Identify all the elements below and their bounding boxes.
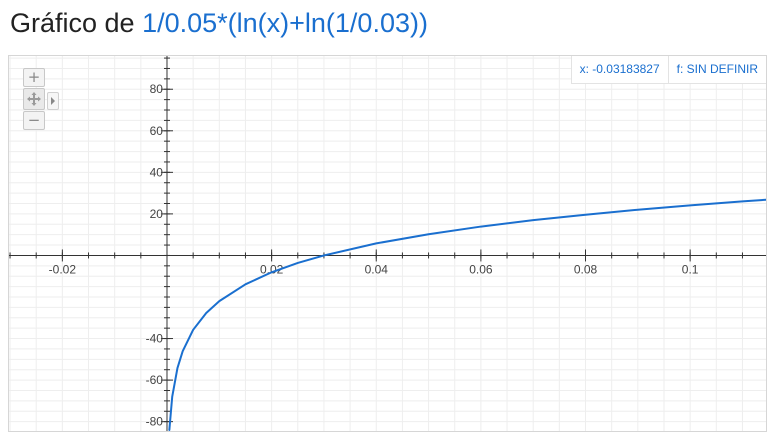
y-tick-label: 20 xyxy=(150,207,164,221)
title-function: 1/0.05*(ln(x)+ln(1/0.03)) xyxy=(142,8,428,38)
page-title: Gráfico de 1/0.05*(ln(x)+ln(1/0.03)) xyxy=(10,8,428,39)
y-tick-label: -60 xyxy=(146,373,164,387)
function-curve xyxy=(168,198,766,431)
x-tick-label: -0.02 xyxy=(49,262,77,276)
zoom-in-button[interactable]: + xyxy=(23,68,45,87)
title-prefix: Gráfico de xyxy=(10,8,135,38)
pan-button[interactable] xyxy=(23,88,59,110)
pan-expand-icon[interactable] xyxy=(47,92,59,110)
x-tick-label: 0.06 xyxy=(469,262,493,276)
function-graph[interactable]: -0.02 0.02 0.04 0.06 0.08 0.1 80 60 40 20 -40 -60 -8… xyxy=(8,55,767,432)
zoom-out-button[interactable]: − xyxy=(23,111,45,130)
move-arrows-icon xyxy=(27,92,41,106)
coordinate-readout: x: -0.03183827 f: SIN DEFINIR xyxy=(570,56,766,84)
y-tick-label: 40 xyxy=(150,165,164,179)
plot-canvas[interactable]: -0.02 0.02 0.04 0.06 0.08 0.1 80 60 40 20 -40 -60 -8… xyxy=(9,56,766,431)
zoom-controls: + − xyxy=(23,68,59,131)
x-tick-label: 0.1 xyxy=(682,262,699,276)
x-tick-label: 0.04 xyxy=(365,262,389,276)
x-readout: x: -0.03183827 xyxy=(579,62,660,76)
y-tick-label: 60 xyxy=(150,124,164,138)
x-tick-label: 0.08 xyxy=(574,262,598,276)
x-tick-label: 0.02 xyxy=(260,262,284,276)
y-tick-label: -80 xyxy=(146,415,164,429)
y-tick-label: -40 xyxy=(146,332,164,346)
y-tick-label: 80 xyxy=(150,82,164,96)
f-readout: f: SIN DEFINIR xyxy=(667,56,766,83)
